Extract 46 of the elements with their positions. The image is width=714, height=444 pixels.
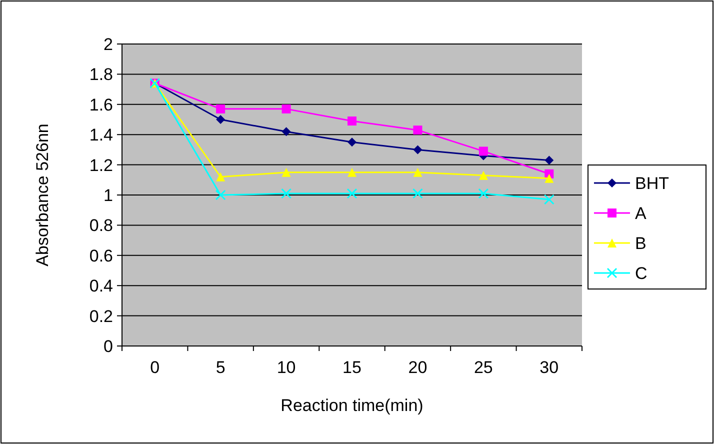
x-axis-title: Reaction time(min): [280, 396, 424, 415]
x-tick-label: 10: [276, 358, 296, 377]
point: [544, 174, 554, 183]
x-tick-label: 30: [540, 358, 559, 377]
legend-label: A: [635, 204, 647, 223]
x-tick-label: 0: [150, 358, 160, 377]
point: [478, 170, 488, 180]
point: [413, 126, 422, 135]
point: [413, 168, 422, 177]
point: [348, 116, 356, 126]
y-tick-label: 0.8: [89, 216, 113, 236]
legend-label: C: [635, 264, 648, 283]
point: [282, 127, 291, 136]
legend-label: BHT: [635, 174, 669, 193]
y-tick-label: 1: [104, 186, 113, 205]
point: [413, 145, 422, 154]
y-tick-label: 1.6: [89, 95, 113, 114]
point: [544, 194, 554, 205]
point: [282, 104, 291, 114]
point: [216, 104, 226, 114]
y-tick-label: 0: [104, 336, 113, 356]
point: [478, 188, 489, 199]
point: [216, 172, 226, 182]
point: [282, 168, 291, 177]
point: [478, 146, 488, 156]
y-tick-label: 1.4: [89, 126, 113, 145]
point: [544, 156, 554, 165]
y-tick-label: 1.8: [89, 65, 113, 84]
legend-label: B: [635, 234, 646, 253]
point: [412, 188, 423, 199]
x-tick-label: 5: [216, 358, 226, 377]
point: [348, 138, 356, 147]
x-tick-label: 15: [342, 358, 362, 377]
point: [348, 168, 356, 177]
point: [281, 188, 292, 199]
x-tick-label: 25: [474, 358, 493, 377]
y-tick-label: 0.2: [89, 306, 113, 326]
y-tick-label: 0.4: [89, 276, 113, 296]
point: [216, 115, 226, 124]
y-tick-label: 1.2: [89, 156, 113, 175]
y-tick-label: 2: [104, 34, 113, 54]
point: [215, 190, 226, 200]
x-tick-label: 20: [408, 358, 428, 377]
y-axis-title: Absorbance 526nn: [33, 124, 52, 266]
point: [346, 188, 358, 199]
y-tick-label: 0.6: [89, 246, 113, 266]
